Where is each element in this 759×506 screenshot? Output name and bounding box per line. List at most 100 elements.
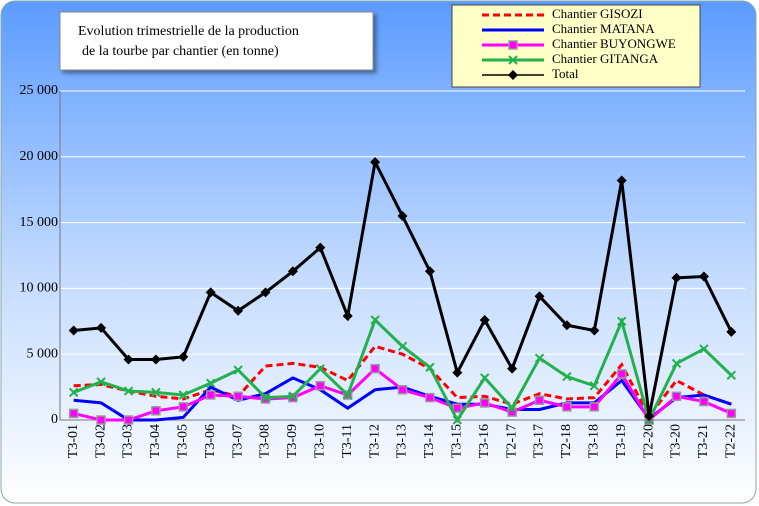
- marker: [260, 287, 271, 298]
- marker: [370, 157, 381, 168]
- marker: [479, 314, 490, 325]
- x-tick-label: T3-12: [367, 424, 382, 458]
- marker: [397, 341, 408, 352]
- marker: [452, 415, 463, 425]
- marker: [671, 391, 682, 402]
- title-box: [59, 11, 374, 71]
- marker: [479, 373, 490, 383]
- marker: [342, 390, 353, 400]
- marker: [644, 411, 655, 422]
- marker: [425, 362, 435, 373]
- x-tick-label: T2-17: [504, 424, 519, 458]
- plot-area: 0 5 000 10 000 15 000 20 000 25 000 T3-01 T3-02…: [20, 83, 745, 458]
- marker: [726, 408, 737, 419]
- x-tick-label: T3-21: [696, 424, 711, 458]
- marker: [150, 354, 161, 365]
- x-tick-label: T3-17: [532, 424, 547, 458]
- x-tick-label: T3-08: [258, 424, 273, 458]
- chart-title: Evolution trimestrielle de la production: [78, 24, 299, 39]
- x-tick-label: T3-10: [313, 424, 328, 458]
- legend-label: Chantier GITANGA: [552, 51, 659, 66]
- marker: [698, 271, 709, 282]
- marker: [507, 363, 518, 374]
- marker: [671, 272, 682, 283]
- marker: [452, 403, 463, 413]
- legend-label: Chantier GISOZI: [552, 6, 643, 21]
- marker: [68, 408, 79, 419]
- marker: [425, 392, 435, 403]
- marker: [96, 377, 106, 387]
- y-tick-label: 10 000: [20, 281, 59, 296]
- marker: [205, 287, 216, 298]
- marker: [151, 387, 161, 398]
- marker: [123, 415, 134, 425]
- marker: [726, 370, 737, 380]
- marker: [726, 326, 737, 337]
- marker: [397, 211, 408, 222]
- marker: [534, 395, 545, 406]
- x-tick-label: T3-13: [395, 424, 410, 458]
- marker: [233, 391, 243, 402]
- marker: [315, 242, 326, 253]
- marker: [589, 402, 600, 412]
- marker: [315, 363, 326, 374]
- marker: [479, 398, 490, 408]
- marker: [205, 390, 216, 400]
- marker: [534, 291, 545, 302]
- x-tick-label: T3-09: [285, 424, 300, 458]
- x-tick-label: T3-11: [340, 424, 355, 458]
- marker: [233, 305, 244, 316]
- y-tick-label: 25 000: [20, 83, 59, 98]
- marker: [616, 316, 627, 327]
- marker: [589, 381, 600, 391]
- y-tick-label: 15 000: [20, 215, 59, 230]
- marker: [205, 378, 216, 388]
- marker: [315, 381, 326, 391]
- marker: [534, 353, 545, 363]
- x-tick-label: T3-04: [148, 424, 163, 458]
- marker: [68, 325, 79, 336]
- marker: [288, 391, 298, 402]
- marker: [616, 175, 627, 186]
- marker: [123, 354, 134, 365]
- marker: [233, 365, 243, 375]
- y-tick-label: 20 000: [20, 149, 59, 164]
- marker: [370, 363, 380, 374]
- y-tick-label: 0: [51, 412, 58, 427]
- x-tick-label: T3-15: [450, 424, 465, 458]
- legend-label: Chantier BUYONGWE: [552, 36, 676, 51]
- marker: [424, 266, 435, 277]
- marker: [178, 390, 189, 400]
- marker: [260, 392, 271, 403]
- marker: [562, 402, 572, 412]
- marker: [671, 358, 682, 369]
- x-tick-label: T3-07: [230, 424, 245, 458]
- marker: [68, 387, 79, 398]
- marker: [96, 322, 107, 333]
- x-tick-label: T3-19: [614, 424, 629, 458]
- x-tick-label: T2-18: [559, 424, 574, 458]
- x-tick-label: T3-14: [422, 424, 437, 458]
- marker: [699, 344, 709, 354]
- chart-title: de la tourbe par chantier (en tonne): [82, 44, 279, 59]
- x-tick-label: T2-20: [641, 424, 656, 458]
- marker: [508, 55, 518, 65]
- marker: [507, 403, 517, 413]
- x-tick-label: T3-03: [121, 424, 136, 458]
- x-tick-label: T3-06: [203, 424, 218, 458]
- x-tick-label: T3-16: [477, 424, 492, 458]
- marker: [151, 406, 161, 416]
- y-tick-label: 5 000: [27, 346, 59, 361]
- series-line: [73, 344, 732, 419]
- marker: [342, 311, 353, 322]
- x-tick-label: T3-01: [66, 424, 81, 458]
- x-tick-label: T3-05: [176, 424, 191, 458]
- marker: [123, 386, 134, 396]
- x-tick-label: T2-22: [724, 424, 739, 458]
- marker: [178, 402, 189, 412]
- legend-label: Chantier MATANA: [552, 21, 655, 36]
- x-tick-label: T3-02: [93, 424, 108, 458]
- marker: [287, 266, 298, 277]
- marker: [96, 415, 106, 425]
